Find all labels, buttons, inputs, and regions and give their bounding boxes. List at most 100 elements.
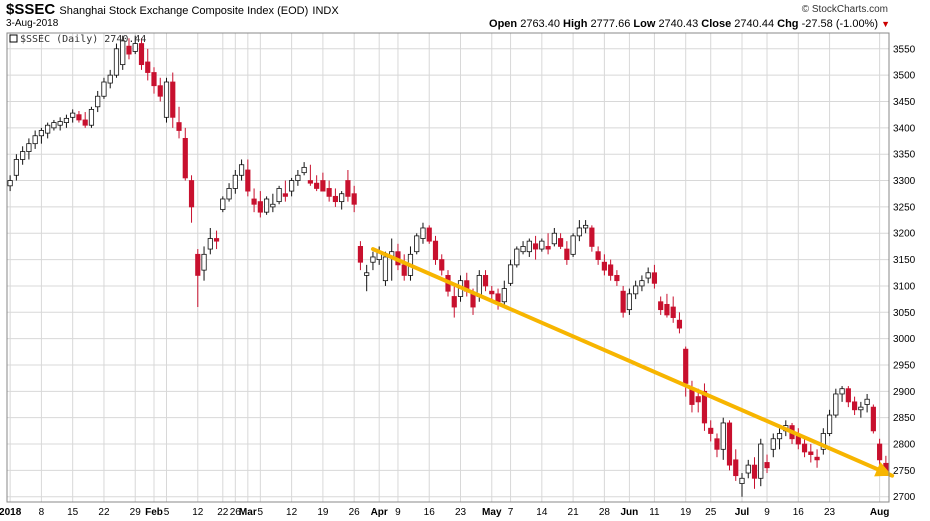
candle — [207, 227, 213, 255]
candle — [595, 246, 601, 265]
candle — [520, 241, 526, 255]
candle — [701, 383, 708, 431]
candle-body — [558, 238, 564, 247]
x-tick-label: 23 — [824, 507, 836, 518]
candle-body — [733, 459, 739, 477]
candle — [382, 251, 389, 286]
candle-body — [282, 193, 288, 197]
candle-body — [664, 303, 670, 316]
candle — [45, 122, 51, 139]
candle — [301, 162, 307, 176]
y-tick-label: 3250 — [893, 202, 916, 213]
candle-body — [683, 348, 689, 384]
chart-date: 3-Aug-2018 — [6, 18, 59, 29]
trendline — [370, 247, 895, 478]
chg-value: -27.58 (-1.00%) — [801, 18, 879, 30]
candle-body — [833, 393, 839, 416]
candle — [282, 180, 288, 202]
candle-body — [482, 275, 489, 287]
symbol: $SSEC — [6, 1, 56, 18]
candle — [289, 177, 295, 197]
candle-body — [595, 251, 601, 260]
candle-body — [107, 74, 113, 84]
candle-body — [420, 227, 426, 239]
x-tick-label: 29 — [130, 507, 142, 518]
candle — [126, 38, 132, 60]
close-label: Close — [701, 18, 732, 30]
candle-body — [432, 240, 439, 260]
x-tick-label: 15 — [67, 507, 79, 518]
candle — [63, 114, 70, 128]
candle-body — [864, 398, 870, 405]
candle-body — [314, 182, 320, 189]
candle — [20, 146, 26, 165]
candle — [120, 35, 126, 70]
candle-body — [201, 253, 207, 271]
candle — [758, 438, 764, 487]
candle — [551, 227, 557, 247]
candle-body — [583, 224, 589, 229]
candle-body — [507, 264, 514, 284]
candle-body — [163, 81, 170, 118]
candle-body — [739, 477, 745, 484]
x-tick-label: Jul — [735, 507, 750, 518]
candle — [351, 185, 357, 213]
x-tick-label: 14 — [536, 507, 548, 518]
candle-body — [708, 427, 714, 434]
candle-body — [170, 81, 176, 118]
candle-body — [257, 201, 263, 213]
candle-body — [176, 122, 182, 131]
candle-body — [501, 288, 507, 303]
candle — [745, 459, 751, 479]
x-tick-label: 22 — [217, 507, 229, 518]
y-tick-label: 3300 — [893, 176, 916, 187]
candle-body — [88, 109, 95, 126]
candle-body — [76, 114, 82, 121]
candle-body — [826, 414, 833, 434]
candle-body — [639, 280, 645, 287]
candle — [232, 170, 238, 194]
candle — [639, 275, 645, 292]
x-tick-label: 8 — [39, 507, 45, 518]
brand-watermark: © StockCharts.com — [801, 4, 888, 15]
candle — [451, 285, 457, 318]
candle-body — [470, 293, 476, 308]
x-tick-label: 23 — [455, 507, 467, 518]
candle-body — [770, 438, 776, 450]
candle-body — [720, 422, 726, 450]
candle-body — [382, 256, 389, 282]
candle — [320, 172, 326, 192]
candle — [38, 127, 44, 144]
y-tick-label: 2700 — [893, 492, 916, 503]
x-tick-label: 5 — [164, 507, 170, 518]
candle — [213, 230, 220, 250]
candle-body — [814, 456, 820, 461]
candle — [614, 270, 620, 286]
candle-body — [751, 464, 758, 479]
candle-body — [151, 72, 157, 87]
candle — [364, 264, 370, 292]
x-tick-label: 16 — [793, 507, 805, 518]
candle — [858, 401, 864, 418]
candle — [195, 249, 201, 308]
candle-body — [120, 40, 126, 66]
legend: $SSEC (Daily) 2740.44 — [9, 34, 146, 45]
candle-body — [620, 290, 626, 313]
candle — [107, 69, 113, 89]
candle-body — [670, 306, 676, 318]
candle — [401, 254, 407, 281]
candle-body — [414, 235, 420, 253]
candle-body — [245, 169, 251, 192]
candle — [201, 246, 207, 281]
y-tick-label: 3050 — [893, 308, 916, 319]
candle-body — [845, 388, 851, 403]
candle-body — [626, 293, 632, 311]
candle-body — [20, 151, 26, 160]
candle — [132, 35, 138, 55]
candle — [264, 196, 270, 215]
candle — [795, 428, 801, 450]
candle — [776, 428, 783, 450]
candle-body — [26, 143, 32, 152]
x-tick-label: 12 — [192, 507, 204, 518]
